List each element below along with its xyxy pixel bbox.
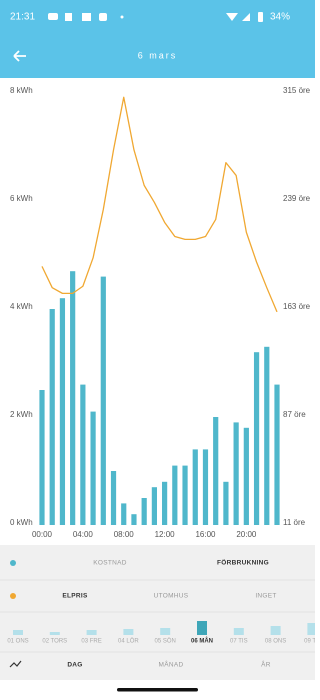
x-tick-label: 04:00 <box>73 530 94 539</box>
y-tick-label: 0 kWh <box>10 518 33 527</box>
bar <box>253 352 260 525</box>
day-bar[interactable] <box>197 621 207 635</box>
y2-tick-label: 239 öre <box>283 194 311 203</box>
line-dot <box>10 593 16 599</box>
y-tick-label: 4 kWh <box>10 302 33 311</box>
bar <box>141 498 147 525</box>
status-time: 21:31 <box>10 12 35 23</box>
bar <box>202 449 209 525</box>
nav-tab[interactable]: MÅNAD <box>159 660 184 669</box>
y-tick-label: 6 kWh <box>10 194 33 203</box>
day-bar[interactable] <box>49 632 60 635</box>
x-tick-label: 12:00 <box>155 530 176 539</box>
line-option[interactable]: INGET <box>255 593 276 600</box>
line-option[interactable]: UTOMHUS <box>154 593 189 600</box>
day-label[interactable]: 01 ONS <box>7 639 28 645</box>
day-bar[interactable] <box>307 623 315 635</box>
x-tick-label: 00:00 <box>32 530 53 539</box>
bar <box>70 271 76 525</box>
bar <box>100 276 106 525</box>
day-label[interactable]: 08 ONS <box>265 639 286 645</box>
bar <box>131 514 137 525</box>
bar <box>80 384 86 525</box>
bar <box>110 471 117 525</box>
x-tick-label: 16:00 <box>195 530 216 539</box>
day-bar[interactable] <box>123 629 134 635</box>
y-tick-label: 2 kWh <box>10 410 33 419</box>
day-bar[interactable] <box>233 628 244 635</box>
bar <box>151 487 157 525</box>
day-label[interactable]: 02 TORS <box>42 639 67 645</box>
app-bar <box>0 0 315 78</box>
bar <box>213 417 219 525</box>
status-battery: 34% <box>270 12 290 23</box>
y2-tick-label: 315 öre <box>283 86 311 95</box>
header-title: 6 mars <box>138 50 178 60</box>
y-tick-label: 8 kWh <box>10 86 33 95</box>
nav-tab[interactable]: ÅR <box>261 660 271 669</box>
day-bar[interactable] <box>13 630 23 635</box>
bar <box>90 411 96 525</box>
bar <box>162 481 168 525</box>
day-bar[interactable] <box>160 628 171 635</box>
bar <box>233 422 239 525</box>
bar <box>39 390 45 525</box>
day-label[interactable]: 03 FRE <box>81 639 101 645</box>
status-icons <box>48 12 263 22</box>
bar <box>49 309 55 525</box>
bar <box>243 427 249 525</box>
bar <box>274 384 280 525</box>
bar <box>182 465 188 525</box>
back-button[interactable] <box>13 50 26 62</box>
day-bar[interactable] <box>86 630 97 635</box>
x-tick-label: 08:00 <box>114 530 135 539</box>
y2-tick-label: 163 öre <box>283 302 311 311</box>
home-indicator <box>117 688 198 692</box>
nav-tab[interactable]: DAG <box>67 662 82 669</box>
bars-dot <box>10 560 16 566</box>
day-label[interactable]: 05 SÖN <box>155 638 176 645</box>
controls: KOSTNAD FÖRBRUKNING ELPRIS UTOMHUS INGET 01 O… <box>7 558 315 669</box>
line-option[interactable]: ELPRIS <box>62 593 88 600</box>
day-label[interactable]: 04 LÖR <box>118 638 139 645</box>
bar <box>59 298 66 525</box>
day-label[interactable]: 09 TO <box>304 639 315 645</box>
chart: 0 kWh 2 kWh 4 kWh 6 kWh 8 kWh 11 öre 87 öre 163… <box>10 86 311 539</box>
chart-icon <box>9 660 22 668</box>
bar <box>172 465 178 525</box>
bars-option[interactable]: FÖRBRUKNING <box>217 558 269 567</box>
x-tick-label: 20:00 <box>236 530 257 539</box>
bar <box>121 503 127 525</box>
day-bar[interactable] <box>270 626 281 635</box>
bar <box>192 449 198 525</box>
day-label[interactable]: 07 TIS <box>230 639 248 645</box>
y2-tick-label: 11 öre <box>283 518 306 527</box>
bar <box>264 346 270 525</box>
price-line <box>41 96 278 313</box>
bars-option[interactable]: KOSTNAD <box>93 560 127 567</box>
day-label[interactable]: 06 MÅN <box>191 638 213 645</box>
bar <box>223 481 229 525</box>
y2-tick-label: 87 öre <box>283 410 306 419</box>
